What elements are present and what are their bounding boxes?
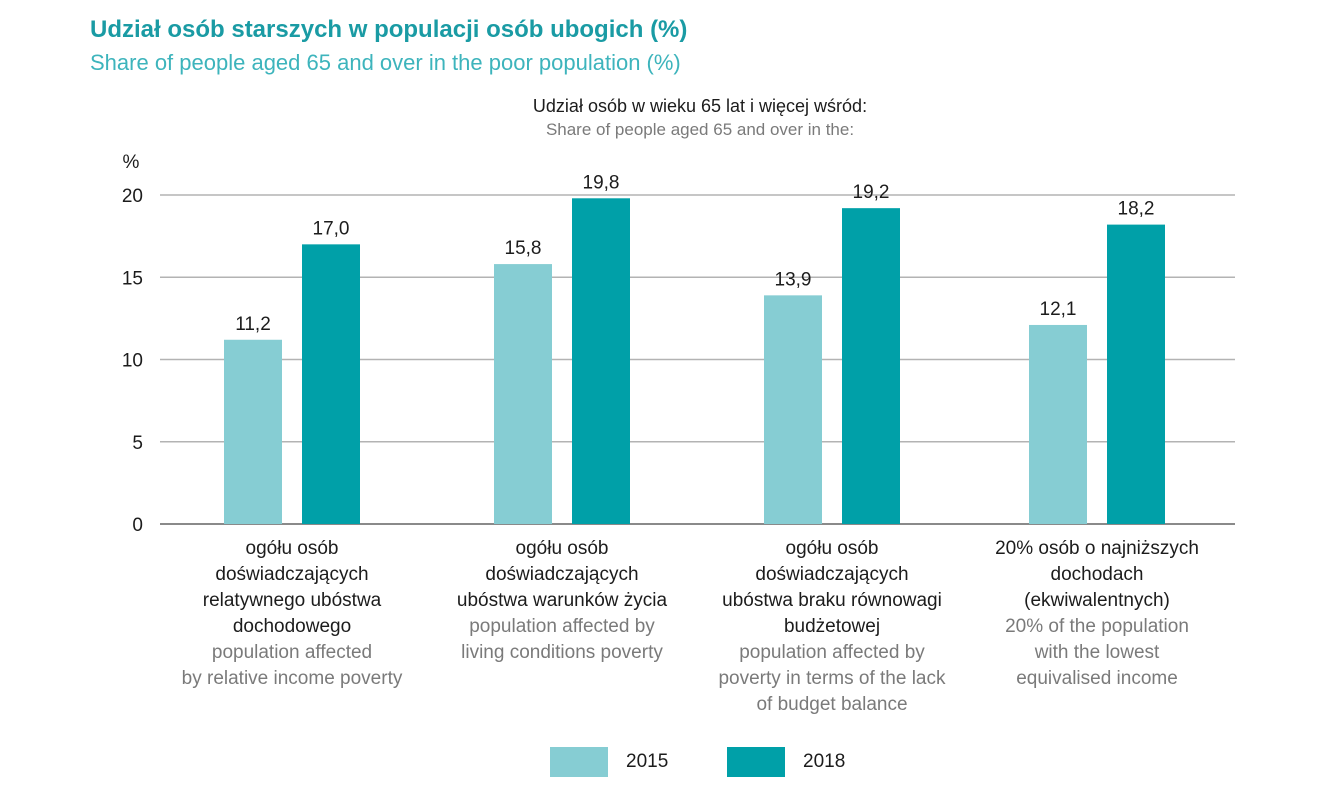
- category-label-pl: 20% osób o najniższych dochodach (ekwiwa…: [995, 538, 1199, 611]
- category-label-1: ogółu osób doświadczających relatywnego …: [142, 536, 442, 692]
- y-tick-label-15: 15: [122, 268, 143, 289]
- legend-swatch-2015: [550, 747, 608, 777]
- chart-title-pl: Udział osób starszych w populacji osób u…: [90, 16, 688, 43]
- legend-item-2018: 2018: [727, 746, 845, 778]
- category-label-en: population affected by poverty in terms …: [718, 642, 946, 715]
- data-label-2018-3: 19,2: [853, 182, 890, 203]
- bar-2018-3: [842, 208, 900, 524]
- data-label-2018-2: 19,8: [583, 172, 620, 193]
- legend-swatch-2018: [727, 747, 785, 777]
- bar-2015-4: [1029, 324, 1087, 524]
- y-tick-label-20: 20: [122, 186, 143, 207]
- data-labels: 11,2 15,8 13,9 12,1 17,0 19,8 19,2 18,2: [235, 172, 1154, 334]
- bar-2018-2: [572, 198, 630, 525]
- category-label-2: ogółu osób doświadczających ubóstwa waru…: [412, 536, 712, 666]
- chart-title-en: Share of people aged 65 and over in the …: [90, 50, 681, 75]
- data-label-2018-4: 18,2: [1118, 199, 1155, 220]
- data-label-2015-1: 11,2: [235, 314, 271, 335]
- y-tick-label-10: 10: [122, 351, 143, 372]
- data-label-2015-4: 12,1: [1040, 299, 1077, 320]
- category-label-pl: ogółu osób doświadczających ubóstwa brak…: [722, 538, 942, 637]
- chart-subtitle-pl: Udział osób w wieku 65 lat i więcej wśró…: [532, 96, 868, 116]
- data-label-2015-2: 15,8: [505, 238, 542, 259]
- y-tick-label-0: 0: [132, 515, 143, 536]
- legend-label-2018: 2018: [803, 751, 846, 772]
- y-axis-label: %: [123, 152, 140, 173]
- bar-2015-3: [764, 295, 822, 524]
- bar-2018-4: [1107, 224, 1165, 525]
- category-label-3: ogółu osób doświadczających ubóstwa brak…: [682, 536, 982, 718]
- bars: [224, 198, 1165, 525]
- data-label-2018-1: 17,0: [313, 218, 350, 239]
- chart-subtitle-en: Share of people aged 65 and over in the:: [545, 120, 855, 139]
- category-label-pl: ogółu osób doświadczających relatywnego …: [202, 538, 382, 637]
- category-label-en: 20% of the population with the lowest eq…: [1005, 616, 1189, 689]
- category-label-en: population affected by living conditions…: [461, 616, 663, 663]
- data-label-2015-3: 13,9: [775, 269, 812, 290]
- bar-2015-1: [224, 339, 282, 524]
- legend-label-2015: 2015: [626, 751, 669, 772]
- y-tick-label-5: 5: [132, 433, 143, 454]
- category-label-4: 20% osób o najniższych dochodach (ekwiwa…: [947, 536, 1247, 692]
- y-axis-ticks: 0 5 10 15 20%: [122, 152, 143, 536]
- category-label-en: population affected by relative income p…: [181, 642, 403, 689]
- bar-2015-2: [494, 264, 552, 524]
- bar-2018-1: [302, 244, 360, 524]
- legend-item-2015: 2015: [550, 746, 668, 778]
- category-label-pl: ogółu osób doświadczających ubóstwa waru…: [456, 538, 668, 611]
